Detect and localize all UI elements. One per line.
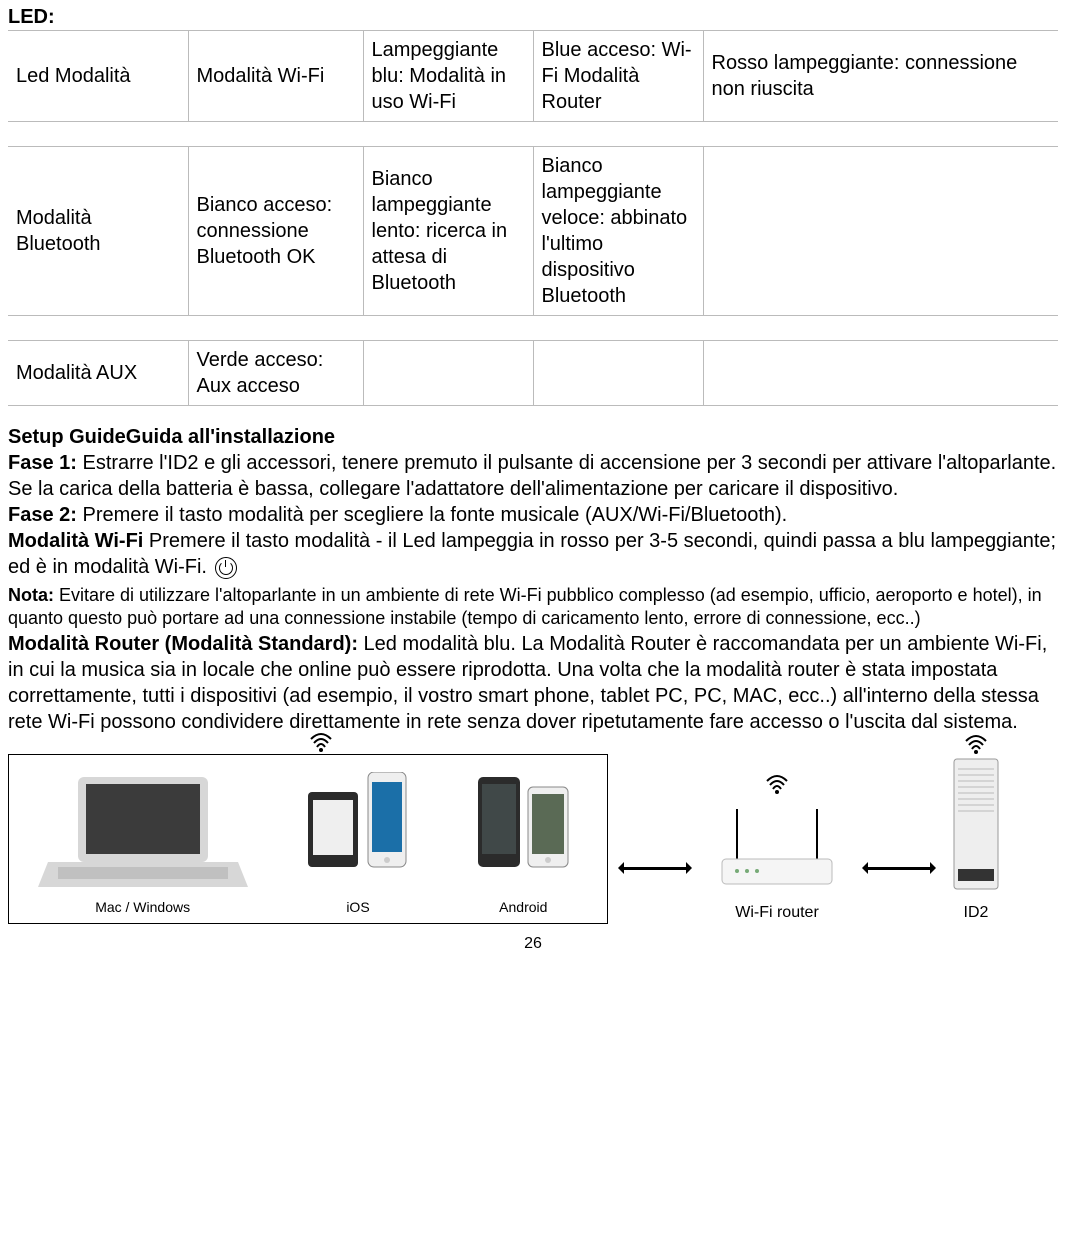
id2-device: ID2 <box>946 739 1006 924</box>
led-table-2: Modalità Bluetooth Bianco acceso: connes… <box>8 146 1058 316</box>
cell: Rosso lampeggiante: connessione non rius… <box>703 31 1058 122</box>
cell <box>533 341 703 406</box>
wifi-icon <box>309 731 333 753</box>
wifi-icon <box>964 733 988 755</box>
cell: Bianco lampeggiante veloce: abbinato l'u… <box>533 147 703 316</box>
cell <box>703 341 1058 406</box>
ios-device: iOS <box>303 772 413 916</box>
led-table-3: Modalità AUX Verde acceso: Aux acceso <box>8 340 1058 406</box>
device-label: Wi-Fi router <box>735 903 819 924</box>
page-number: 26 <box>8 934 1058 955</box>
cell: Lampeggiante blu: Modalità in uso Wi-Fi <box>363 31 533 122</box>
cell: Blue acceso: Wi-Fi Modalità Router <box>533 31 703 122</box>
cell: Modalità Wi-Fi <box>188 31 363 122</box>
laptop-device: Mac / Windows <box>38 772 248 916</box>
power-icon <box>215 557 237 579</box>
devices-box: Mac / Windows iOS Android <box>8 754 608 924</box>
device-label: iOS <box>346 898 369 916</box>
cell <box>363 341 533 406</box>
router-mode: Modalità Router (Modalità Standard): Led… <box>8 631 1058 735</box>
arrow-icon <box>864 814 934 924</box>
cell: Bianco acceso: connessione Bluetooth OK <box>188 147 363 316</box>
cell: Verde acceso: Aux acceso <box>188 341 363 406</box>
table-row: Led Modalità Modalità Wi-Fi Lampeggiante… <box>8 31 1058 122</box>
device-label: Mac / Windows <box>95 898 190 916</box>
table-row: Modalità AUX Verde acceso: Aux acceso <box>8 341 1058 406</box>
wifi-icon <box>765 773 789 795</box>
led-heading: LED: <box>8 4 1058 30</box>
led-table: Led Modalità Modalità Wi-Fi Lampeggiante… <box>8 30 1058 122</box>
wifi-mode: Modalità Wi-Fi Premere il tasto modalità… <box>8 528 1058 580</box>
cell: Bianco lampeggiante lento: ricerca in at… <box>363 147 533 316</box>
android-device: Android <box>468 772 578 916</box>
cell <box>703 147 1058 316</box>
table-row: Modalità Bluetooth Bianco acceso: connes… <box>8 147 1058 316</box>
router-device: Wi-Fi router <box>702 779 852 924</box>
fase1: Fase 1: Estrarre l'ID2 e gli accessori, … <box>8 450 1058 502</box>
fase2: Fase 2: Premere il tasto modalità per sc… <box>8 502 1058 528</box>
arrow-icon <box>620 814 690 924</box>
device-label: Android <box>499 898 547 916</box>
cell: Modalità Bluetooth <box>8 147 188 316</box>
cell: Modalità AUX <box>8 341 188 406</box>
network-diagram: Mac / Windows iOS Android <box>8 739 1058 924</box>
device-label: ID2 <box>964 903 989 924</box>
cell: Led Modalità <box>8 31 188 122</box>
setup-heading: Setup GuideGuida all'installazione <box>8 424 1058 450</box>
nota: Nota: Evitare di utilizzare l'altoparlan… <box>8 584 1058 631</box>
